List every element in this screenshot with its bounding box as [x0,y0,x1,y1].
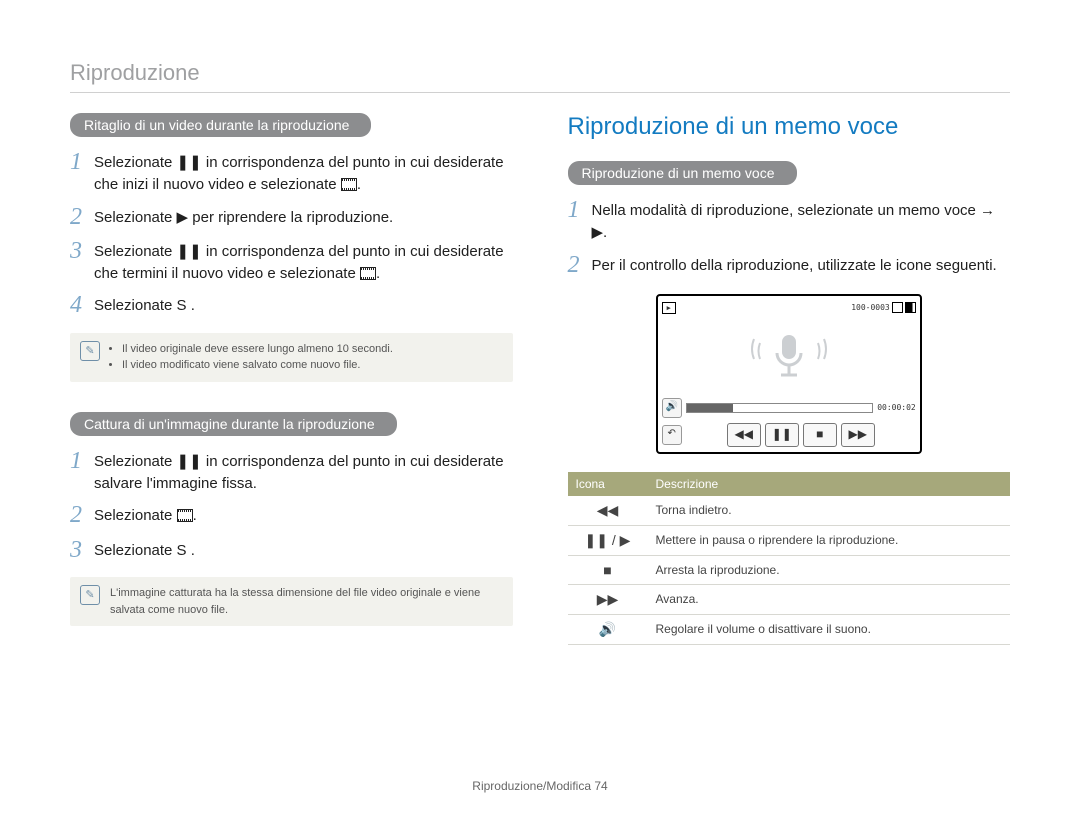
step-text: Selezionate . [94,502,197,527]
pill-voice-memo: Riproduzione di un memo voce [568,161,797,185]
player-topbar: ▶ 100-0003 [658,296,920,320]
status-icons: 100-0003 [851,302,916,313]
capture-steps: 1 Selezionate ❚❚ in corrispondenza del p… [70,448,513,563]
step-text: Nella modalità di riproduzione, selezion… [592,197,1011,244]
icon-cell: ◀◀ [568,496,648,526]
step-text: Selezionate ❚❚ in corrispondenza del pun… [94,238,513,285]
progress-bar[interactable] [686,403,873,413]
trim-steps: 1 Selezionate ❚❚ in corrispondenza del p… [70,149,513,319]
step-text: Selezionate S . [94,537,195,562]
mic-graphic [658,320,920,398]
note-box: ✎ Il video originale deve essere lungo a… [70,333,513,382]
step-number: 3 [70,238,94,264]
step-number: 4 [70,292,94,318]
table-row: ❚❚ / ▶ Mettere in pausa o riprendere la … [568,525,1011,555]
step-number: 2 [568,252,592,278]
icon-cell: 🔊 [568,614,648,644]
desc-cell: Avanza. [648,584,1011,614]
voice-steps: 1 Nella modalità di riproduzione, selezi… [568,197,1011,278]
film-icon [360,267,376,280]
desc-cell: Arresta la riproduzione. [648,555,1011,584]
manual-page: Riproduzione Ritaglio di un video durant… [0,0,1080,815]
controls-row: ↶ ◀◀ ❚❚ ■ ▶▶ [658,421,920,452]
volume-button[interactable]: 🔊 [662,398,682,418]
step-text: Selezionate ▶ per riprendere la riproduz… [94,204,393,229]
step-number: 2 [70,204,94,230]
table-row: ◀◀ Torna indietro. [568,496,1011,526]
section-title: Riproduzione [70,60,1010,93]
table-row: 🔊 Regolare il volume o disattivare il su… [568,614,1011,644]
step: 3 Selezionate S . [70,537,513,563]
step: 2 Selezionate . [70,502,513,528]
step: 2 Selezionate ▶ per riprendere la riprod… [70,204,513,230]
table-row: ▶▶ Avanza. [568,584,1011,614]
pill-capture-image: Cattura di un'immagine durante la riprod… [70,412,397,436]
columns: Ritaglio di un video durante la riproduz… [70,113,1010,656]
note-line: Il video originale deve essere lungo alm… [122,341,393,358]
note-icon: ✎ [80,585,100,605]
note-icon: ✎ [80,341,100,361]
step-text: Per il controllo della riproduzione, uti… [592,252,997,277]
step: 4 Selezionate S . [70,292,513,318]
battery-icon [905,302,916,313]
file-counter: 100-0003 [851,303,890,312]
step-text: Selezionate ❚❚ in corrispondenza del pun… [94,149,513,196]
step-text: Selezionate S . [94,292,195,317]
pill-trim-video: Ritaglio di un video durante la riproduz… [70,113,371,137]
desc-cell: Mettere in pausa o riprendere la riprodu… [648,525,1011,555]
pause-button[interactable]: ❚❚ [765,423,799,447]
film-icon [177,509,193,522]
left-column: Ritaglio di un video durante la riproduz… [70,113,513,656]
step: 1 Selezionate ❚❚ in corrispondenza del p… [70,448,513,495]
table-row: ■ Arresta la riproduzione. [568,555,1011,584]
th-desc: Descrizione [648,472,1011,496]
note-text: L'immagine catturata ha la stessa dimens… [110,585,503,618]
progress-row: 🔊 00:00:02 [658,398,920,418]
icon-cell: ▶▶ [568,584,648,614]
forward-button[interactable]: ▶▶ [841,423,875,447]
step-text: Selezionate ❚❚ in corrispondenza del pun… [94,448,513,495]
note-box: ✎ L'immagine catturata ha la stessa dime… [70,577,513,626]
th-icon: Icona [568,472,648,496]
step: 1 Selezionate ❚❚ in corrispondenza del p… [70,149,513,196]
note-text: Il video originale deve essere lungo alm… [110,341,393,374]
memo-icon [892,302,903,313]
icon-cell: ■ [568,555,648,584]
icon-description-table: Icona Descrizione ◀◀ Torna indietro. ❚❚ … [568,472,1011,645]
back-button[interactable]: ↶ [662,425,682,445]
elapsed-time: 00:00:02 [877,403,916,412]
film-icon [341,178,357,191]
step-number: 1 [568,197,592,223]
right-column: Riproduzione di un memo voce Riproduzion… [568,113,1011,656]
step-number: 1 [70,448,94,474]
icon-cell: ❚❚ / ▶ [568,525,648,555]
step: 3 Selezionate ❚❚ in corrispondenza del p… [70,238,513,285]
play-mode-icon: ▶ [662,302,676,314]
desc-cell: Regolare il volume o disattivare il suon… [648,614,1011,644]
step-number: 2 [70,502,94,528]
stop-button[interactable]: ■ [803,423,837,447]
right-heading: Riproduzione di un memo voce [568,113,1011,141]
step-number: 1 [70,149,94,175]
voice-player: ▶ 100-0003 [656,294,922,454]
note-line: Il video modificato viene salvato come n… [122,357,393,374]
desc-cell: Torna indietro. [648,496,1011,526]
step: 2 Per il controllo della riproduzione, u… [568,252,1011,278]
page-footer: Riproduzione/Modifica 74 [0,779,1080,793]
step: 1 Nella modalità di riproduzione, selezi… [568,197,1011,244]
step-number: 3 [70,537,94,563]
rewind-button[interactable]: ◀◀ [727,423,761,447]
